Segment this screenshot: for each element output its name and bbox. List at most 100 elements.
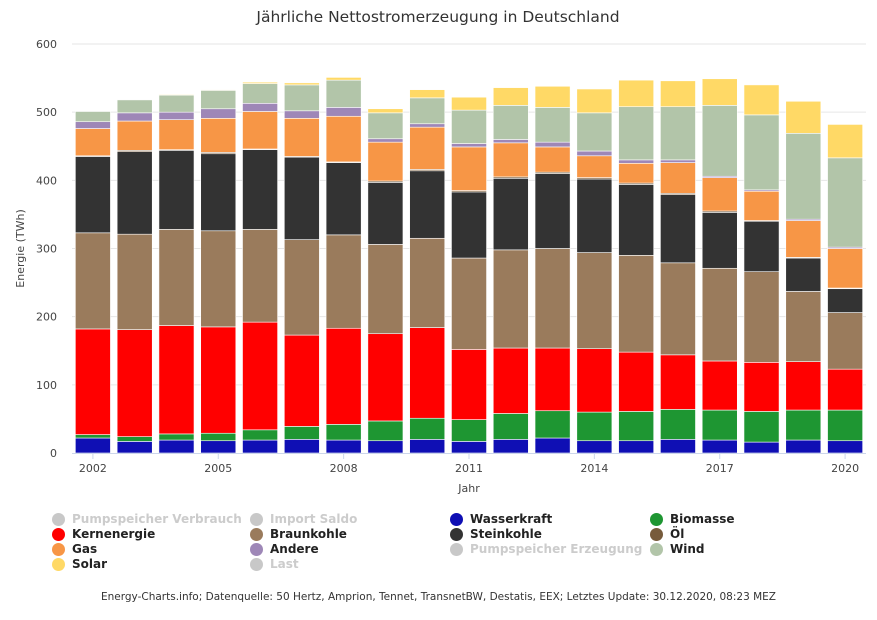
bar-segment-steinkohle [325, 162, 362, 236]
legend-item-biomasse[interactable]: Biomasse [650, 512, 735, 526]
bar-segment-andere [367, 138, 404, 143]
legend-marker [650, 512, 663, 526]
bar-segment-kernenergie [534, 347, 571, 412]
legend-label: Pumpspeicher Erzeugung [470, 542, 643, 556]
bar-segment-wasserkraft [242, 439, 278, 454]
bar-segment-solar [785, 100, 822, 134]
bar-segment-wind [743, 114, 780, 191]
bar-segment-wind [660, 106, 696, 161]
bar-segment-gas [325, 115, 362, 163]
bar-segment-biomasse [325, 424, 362, 441]
bar-segment-braunkohle [451, 257, 487, 350]
bar-segment-gas [618, 162, 655, 184]
legend-label: Steinkohle [470, 527, 542, 541]
legend-label: Solar [72, 557, 108, 571]
legend-item-wasserkraft[interactable]: Wasserkraft [450, 512, 552, 526]
legend-item-kernenergie[interactable]: Kernenergie [52, 527, 155, 541]
bar-segment-andere [492, 139, 529, 144]
legend-item-last[interactable]: Last [250, 557, 299, 571]
y-tick-label: 200 [36, 311, 57, 324]
legend-marker [450, 542, 463, 556]
bar-segment-gas [451, 146, 487, 191]
bar-segment-braunkohle [367, 244, 404, 335]
legend-marker [52, 557, 65, 571]
y-tick-label: 100 [36, 379, 57, 392]
bar-segment-wasserkraft [534, 437, 571, 454]
legend-label: Pumpspeicher Verbrauch [72, 512, 242, 526]
bar-segment-andere [618, 159, 655, 164]
bar-segment-gas [158, 119, 195, 150]
legend-item-import-saldo[interactable]: Import Saldo [250, 512, 357, 526]
bar-segment-gas [367, 141, 404, 182]
legend-item-solar[interactable]: Solar [52, 557, 107, 571]
bar-segment-andere [200, 108, 237, 119]
legend-item-andere[interactable]: Andere [250, 542, 319, 556]
legend-marker [250, 542, 263, 556]
legend-item-pumpspeicher-verbrauch[interactable]: Pumpspeicher Verbrauch [52, 512, 242, 526]
bar-segment-biomasse [75, 434, 111, 439]
bar-segment-steinkohle [367, 182, 404, 245]
legend-item-braunkohle[interactable]: Braunkohle [250, 527, 347, 541]
legend-item-gas[interactable]: Gas [52, 542, 97, 556]
bar-segment-biomasse [492, 413, 529, 440]
bar-segment-kernenergie [743, 362, 780, 412]
bar-segment-wasserkraft [660, 439, 696, 454]
bar-segment-kernenergie [827, 368, 863, 411]
bar-segment-andere [116, 112, 153, 122]
bar-segment-kernenergie [451, 349, 487, 420]
bar-segment-gas [660, 162, 696, 194]
x-tick-label: 2008 [330, 462, 358, 475]
bar-segment-wasserkraft [367, 440, 404, 454]
legend-item-steinkohle[interactable]: Steinkohle [450, 527, 542, 541]
bar-segment-biomasse [283, 426, 320, 440]
bar-segment-steinkohle [200, 153, 237, 232]
bar-segment-wasserkraft [325, 439, 362, 454]
legend-item-wind[interactable]: Wind [650, 542, 704, 556]
bar-segment-wasserkraft [200, 440, 237, 454]
bar-segment-wind [325, 79, 362, 108]
bar-segment-wasserkraft [158, 439, 195, 454]
bar-segment-steinkohle [242, 149, 278, 230]
bar-segment-wasserkraft [743, 441, 780, 454]
bar-segment-kernenergie [409, 327, 446, 419]
bar-segment-braunkohle [827, 312, 863, 370]
legend-label: Braunkohle [270, 527, 347, 541]
legend-marker [650, 527, 663, 541]
legend-item-pumpspeicher-erzeugung[interactable]: Pumpspeicher Erzeugung [450, 542, 642, 556]
y-tick-label: 0 [50, 447, 57, 460]
legend-marker [250, 527, 263, 541]
legend-marker [52, 542, 65, 556]
bar-segment-biomasse [576, 411, 613, 442]
legend-label: Gas [72, 542, 98, 556]
bar-segment-kernenergie [576, 348, 613, 413]
chart: Jährliche Nettostromerzeugung in Deutsch… [14, 8, 866, 495]
bar-segment-kernenergie [325, 327, 362, 425]
bar-segment-steinkohle [701, 212, 738, 269]
bar-segment-wind [827, 157, 863, 248]
bar-segment-wind [451, 109, 487, 144]
bar-segment-kernenergie [116, 329, 153, 437]
bar-segment-solar [451, 96, 487, 111]
legend-item--l[interactable]: Öl [650, 527, 684, 541]
legend-marker [52, 512, 65, 526]
bar-segment-biomasse [785, 409, 822, 441]
bar-segment-steinkohle [283, 156, 320, 240]
bar-segment-kernenergie [492, 347, 529, 414]
bar-segment-steinkohle [576, 178, 613, 253]
bar-segment-biomasse [451, 419, 487, 442]
legend-marker [250, 557, 263, 571]
bar-segment-andere [451, 143, 487, 148]
bar-segment-gas [242, 111, 278, 150]
legend-label: Import Saldo [270, 512, 358, 526]
bar-segment-wasserkraft [451, 441, 487, 454]
bar-segment-steinkohle [618, 184, 655, 256]
bar-segment-wind [618, 106, 655, 161]
x-tick-label: 2002 [79, 462, 107, 475]
bar-segment-braunkohle [660, 262, 696, 356]
bar-segment-solar [827, 124, 863, 159]
bar-segment-steinkohle [158, 150, 195, 230]
bar-segment-braunkohle [618, 255, 655, 353]
bar-segment-andere [576, 150, 613, 157]
bar-segment-solar [660, 80, 696, 108]
legend-marker [450, 512, 463, 526]
